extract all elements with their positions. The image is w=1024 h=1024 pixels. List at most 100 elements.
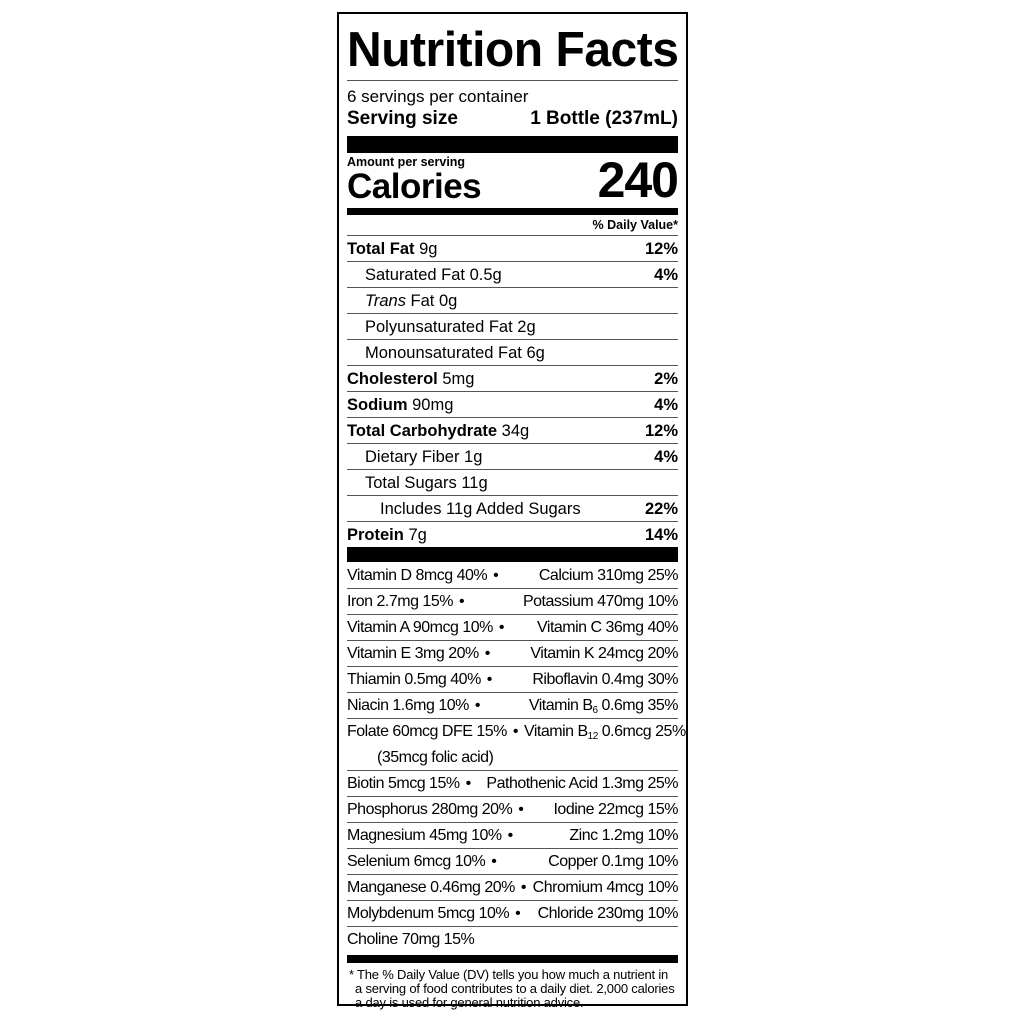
serving-size-value: 1 Bottle (237mL) bbox=[530, 108, 678, 129]
amount-per-serving: Amount per serving bbox=[347, 155, 466, 169]
serving-size-label: Serving size bbox=[347, 108, 458, 129]
vitamin-right-rest: 0.6mg 35% bbox=[597, 697, 679, 714]
nutrient-label: Includes 11g Added Sugars bbox=[380, 500, 581, 518]
nutrient-row: Protein 7g 14% bbox=[347, 522, 678, 548]
nutrient-row: Includes 11g Added Sugars 22% bbox=[347, 496, 678, 522]
footnote: * The % Daily Value (DV) tells you how m… bbox=[349, 967, 675, 1010]
vitamin-right: Vitamin B6 0.6mg 35% bbox=[529, 693, 679, 718]
vitamin-row: Phosphorus 280mg 20% • Iodine 22mcg 15% bbox=[347, 797, 678, 823]
vitamin-row: Biotin 5mcg 15% • Pathothenic Acid 1.3mg 2… bbox=[347, 771, 678, 797]
vitamin-right: Vitamin C 36mg 40% bbox=[537, 615, 679, 640]
vitamin-right-text: Zinc 1.2mg 10% bbox=[569, 827, 678, 844]
vitamin-left: Magnesium 45mg 10% bbox=[347, 827, 502, 844]
nutrient-name: Includes 11g Added Sugars bbox=[347, 496, 581, 521]
vitamin-left-group: Vitamin D 8mcg 40% • bbox=[347, 563, 504, 588]
vitamin-right-text: Calcium 310mg 25% bbox=[538, 567, 679, 584]
vitamin-left-text: Iron 2.7mg 15% bbox=[347, 593, 453, 610]
vitamin-left: Manganese 0.46mg 20% bbox=[347, 879, 515, 896]
bullet-separator: • bbox=[458, 593, 465, 610]
nutrient-row: Monounsaturated Fat 6g bbox=[347, 340, 678, 366]
vitamin-row: Selenium 6mcg 10% • Copper 0.1mg 10% bbox=[347, 849, 678, 875]
nutrient-label: Protein bbox=[347, 526, 404, 544]
nutrient-label: Cholesterol bbox=[347, 370, 438, 388]
bullet-separator: • bbox=[491, 853, 497, 870]
nutrient-daily-value: 12% bbox=[644, 422, 678, 440]
divider bbox=[347, 80, 678, 81]
nutrient-name: Cholesterol 5mg bbox=[347, 366, 474, 391]
calories-section: Amount per serving Calories 240 bbox=[347, 152, 679, 208]
bullet-separator: • bbox=[515, 905, 521, 922]
vitamin-left-text: Thiamin 0.5mg 40% bbox=[347, 671, 481, 688]
vitamin-row: Iron 2.7mg 15% • Potassium 470mg 10% bbox=[347, 589, 679, 615]
thick-divider bbox=[347, 547, 678, 562]
vitamin-row: Magnesium 45mg 10% • Zinc 1.2mg 10% bbox=[347, 823, 678, 849]
serving-size: Serving size 1 Bottle (237mL) bbox=[347, 108, 678, 130]
nutrient-name: Total Carbohydrate 34g bbox=[347, 418, 529, 443]
vitamin-left-text: Folate 60mcg DFE 15% bbox=[347, 723, 507, 740]
vitamin-left-text: Molybdenum 5mcg 10% bbox=[347, 905, 510, 922]
vitamin-note: (35mcg folic acid) bbox=[377, 749, 494, 766]
nutrient-name: Sodium 90mg bbox=[347, 392, 453, 417]
vitamin-left-text: Manganese 0.46mg 20% bbox=[347, 879, 515, 896]
vitamin-right: Iodine 22mcg 15% bbox=[553, 797, 678, 822]
vitamin-left-text: Niacin 1.6mg 10% bbox=[347, 697, 469, 714]
nutrient-row: Sodium 90mg 4% bbox=[347, 392, 678, 418]
nutrient-name: Dietary Fiber 1g bbox=[347, 444, 482, 469]
vitamin-right-text: Vitamin B bbox=[523, 723, 588, 740]
nutrient-label: Polyunsaturated Fat bbox=[365, 318, 513, 336]
nutrient-daily-value: 14% bbox=[644, 526, 678, 544]
nutrient-row: Polyunsaturated Fat 2g bbox=[347, 314, 678, 340]
vitamin-right-text: Chloride 230mg 10% bbox=[537, 905, 679, 922]
nutrient-amount: 9g bbox=[419, 240, 438, 258]
vitamin-right-text: Vitamin C 36mg 40% bbox=[537, 619, 679, 636]
nutrient-row: Trans Fat 0g bbox=[347, 288, 678, 314]
calories-label: Calories bbox=[347, 167, 482, 206]
nutrient-row: Total Sugars 11g bbox=[347, 470, 678, 496]
vitamin-right: Pathothenic Acid 1.3mg 25% bbox=[486, 771, 678, 796]
nutrient-daily-value: 4% bbox=[654, 448, 678, 466]
vitamin-left-text: Vitamin E 3mg 20% bbox=[347, 645, 479, 662]
vitamin-left: Choline 70mg 15% bbox=[347, 931, 475, 948]
vitamin-right-subscript: 12 bbox=[587, 731, 599, 742]
nutrient-label: Total Carbohydrate bbox=[347, 422, 498, 440]
vitamin-right: Copper 0.1mg 10% bbox=[548, 849, 678, 874]
vitamin-left-group: Manganese 0.46mg 20% • bbox=[347, 875, 532, 900]
vitamin-row: Manganese 0.46mg 20% • Chromium 4mcg 10% bbox=[347, 875, 679, 901]
nutrient-label: Monounsaturated Fat bbox=[365, 344, 522, 362]
vitamin-left-group: Niacin 1.6mg 10% • bbox=[347, 693, 486, 718]
nutrient-label: Saturated Fat bbox=[365, 266, 465, 284]
vitamin-right: Riboflavin 0.4mg 30% bbox=[532, 667, 678, 692]
nutrient-amount: 7g bbox=[408, 526, 427, 544]
nutrient-list: Total Fat 9g 12% Saturated Fat 0.5g 4% Trans… bbox=[347, 236, 678, 548]
nutrient-name: Total Sugars 11g bbox=[347, 470, 488, 495]
bullet-separator: • bbox=[474, 697, 481, 714]
nutrient-amount: 90mg bbox=[412, 396, 454, 414]
vitamin-right: Zinc 1.2mg 10% bbox=[569, 823, 678, 848]
daily-value-header: % Daily Value* bbox=[347, 215, 678, 236]
vitamin-right-text: Chromium 4mcg 10% bbox=[532, 879, 679, 896]
vitamin-left-text: Phosphorus 280mg 20% bbox=[347, 801, 513, 818]
vitamin-left-group: Thiamin 0.5mg 40% • bbox=[347, 667, 498, 692]
vitamin-left: Niacin 1.6mg 10% bbox=[347, 697, 469, 714]
nutrient-row: Total Fat 9g 12% bbox=[347, 236, 678, 262]
vitamin-left: Thiamin 0.5mg 40% bbox=[347, 671, 481, 688]
vitamin-row: Vitamin D 8mcg 40% • Calcium 310mg 25% bbox=[347, 563, 679, 589]
vitamin-row-line: Folate 60mcg DFE 15% • Vitamin B12 0.6mcg … bbox=[347, 719, 686, 745]
nutrient-row: Dietary Fiber 1g 4% bbox=[347, 444, 678, 470]
calories-value: 240 bbox=[597, 152, 679, 208]
vitamin-left-group: Folate 60mcg DFE 15% • bbox=[347, 719, 524, 745]
vitamin-right-text: Pathothenic Acid 1.3mg 25% bbox=[486, 775, 678, 792]
vitamin-left-group: Molybdenum 5mcg 10% • bbox=[347, 901, 526, 926]
nutrition-facts-label: Nutrition Facts 6 servings per container… bbox=[337, 12, 688, 1010]
bullet-separator: • bbox=[486, 671, 493, 688]
nutrient-name: Polyunsaturated Fat 2g bbox=[347, 314, 536, 339]
bullet-separator: • bbox=[465, 775, 472, 792]
vitamin-left-group: Choline 70mg 15% bbox=[347, 927, 475, 953]
nutrient-amount: 0.5g bbox=[469, 266, 502, 284]
nutrient-amount: 34g bbox=[501, 422, 530, 440]
nutrient-name: Protein 7g bbox=[347, 522, 427, 548]
vitamin-right-text: Copper 0.1mg 10% bbox=[548, 853, 678, 870]
nutrient-row: Saturated Fat 0.5g 4% bbox=[347, 262, 678, 288]
vitamin-right: Vitamin K 24mcg 20% bbox=[530, 641, 678, 666]
vitamin-left: Folate 60mcg DFE 15% bbox=[347, 723, 507, 740]
